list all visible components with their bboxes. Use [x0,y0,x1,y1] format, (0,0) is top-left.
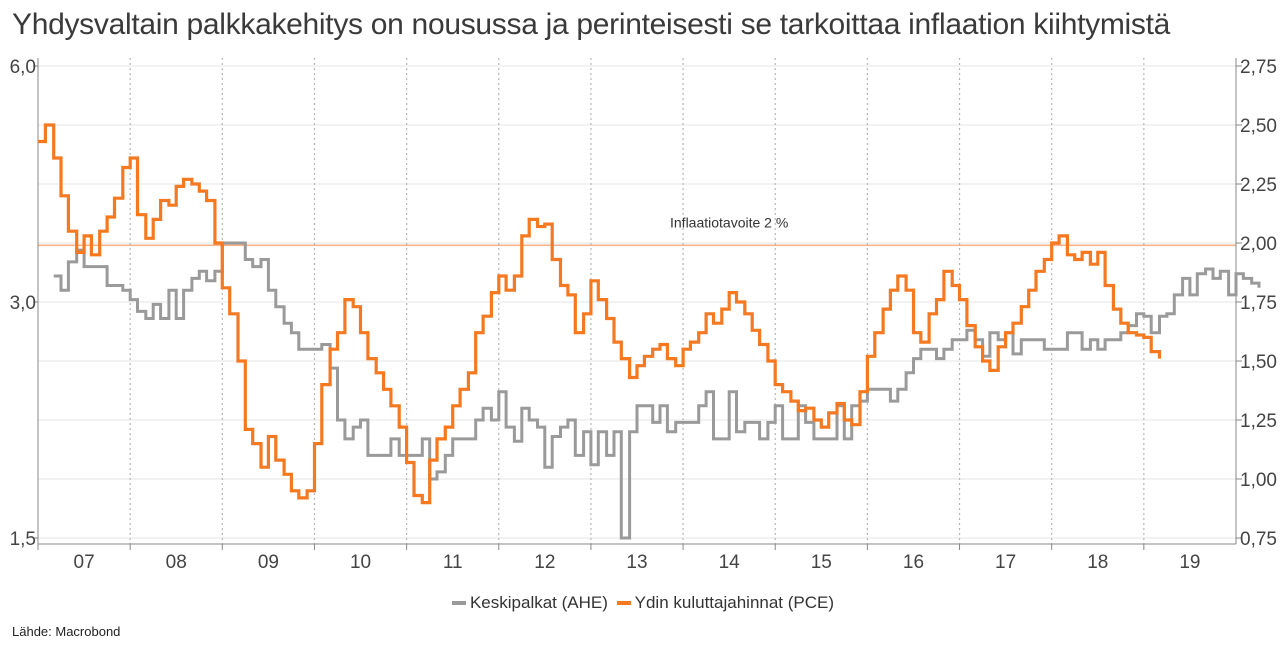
legend-label-pce: Ydin kuluttajahinnat (PCE) [634,593,835,612]
x-tick-label: 17 [995,552,1016,573]
x-tick-label: 11 [443,552,463,573]
x-tick-label: 19 [1179,552,1200,573]
axes [33,58,1242,550]
x-tick-label: 08 [166,552,187,573]
x-tick-label: 12 [534,552,555,573]
right-tick-label: 0,75 [1240,529,1277,550]
left-tick-label: 6,0 [10,57,36,78]
source-note: Lähde: Macrobond [12,624,121,639]
right-tick-label: 2,25 [1240,175,1277,196]
x-tick-label: 16 [903,552,924,573]
chart-title: Yhdysvaltain palkkakehitys on nousussa j… [12,8,1171,41]
x-tick-label: 10 [350,552,371,573]
year-separator-lines [129,58,1145,544]
right-tick-label: 1,00 [1240,470,1277,491]
right-tick-label: 2,00 [1240,234,1277,255]
x-tick-label: 18 [1087,552,1108,573]
legend-swatch-ahe [451,601,466,605]
right-tick-label: 1,50 [1240,352,1277,373]
right-tick-label: 2,50 [1240,116,1277,137]
legend-swatch-pce [616,601,631,605]
tick-labels: 2,75 2,50 2,25 2,00 1,75 1,50 1,25 1,00 0,75 6,0 3… [10,57,1277,573]
legend-item-ahe: Keskipalkat (AHE) [451,593,608,613]
legend-item-pce: Ydin kuluttajahinnat (PCE) [616,593,835,613]
right-tick-label: 1,75 [1240,293,1277,314]
left-tick-label: 3,0 [10,293,36,314]
x-tick-label: 13 [626,552,647,573]
target-annotation: Inflaatiotavoite 2 % [670,214,788,230]
left-tick-label: 1,5 [10,529,36,550]
series-line-ahe [53,241,1261,540]
grid-lines [38,65,1236,539]
right-tick-label: 1,25 [1240,411,1277,432]
series-lines [38,123,1261,540]
x-tick-label: 09 [258,552,279,573]
legend-label-ahe: Keskipalkat (AHE) [469,593,608,612]
legend: Keskipalkat (AHE) Ydin kuluttajahinnat (… [0,590,1286,613]
right-tick-label: 2,75 [1240,57,1277,78]
x-tick-label: 14 [719,552,741,573]
series-line-pce [38,123,1162,505]
x-tick-label: 07 [74,552,95,573]
x-tick-label: 15 [811,552,832,573]
